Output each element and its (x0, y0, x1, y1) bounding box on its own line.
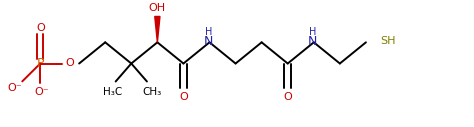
Text: N: N (308, 35, 318, 48)
Text: SH: SH (380, 36, 396, 46)
Text: H₃C: H₃C (103, 87, 122, 97)
Text: O: O (65, 58, 74, 68)
Text: O⁻: O⁻ (7, 83, 21, 93)
Polygon shape (155, 17, 160, 42)
Text: O: O (36, 23, 45, 33)
Text: P: P (36, 57, 44, 70)
Text: O⁻: O⁻ (34, 87, 48, 97)
Text: H: H (309, 27, 317, 37)
Text: H: H (205, 27, 212, 37)
Text: OH: OH (149, 3, 166, 13)
Text: N: N (204, 35, 213, 48)
Text: O: O (179, 92, 188, 102)
Text: O: O (283, 92, 292, 102)
Text: CH₃: CH₃ (142, 87, 161, 97)
